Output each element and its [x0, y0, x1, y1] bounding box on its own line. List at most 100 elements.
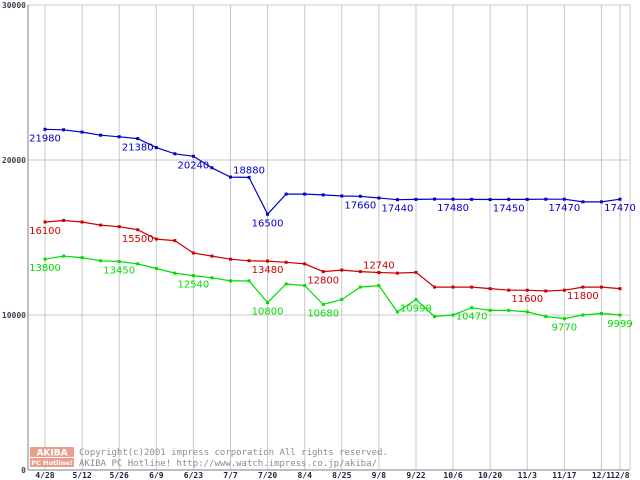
akiba-logo-top-text: AKIBA [36, 449, 67, 459]
data-point [80, 220, 84, 224]
data-point [321, 193, 325, 197]
data-point [99, 223, 103, 227]
data-label: 17440 [382, 204, 414, 215]
data-point [117, 135, 121, 139]
data-point [321, 270, 325, 274]
data-point [284, 192, 288, 196]
x-tick-label: 12/8 [610, 471, 629, 480]
data-label: 10680 [307, 308, 339, 319]
series-1 [43, 218, 622, 293]
data-label: 13480 [252, 265, 284, 276]
x-tick-label: 5/26 [110, 471, 129, 480]
data-label: 20240 [177, 160, 209, 171]
data-label: 11800 [567, 291, 599, 302]
data-label: 17660 [344, 200, 376, 211]
data-point [117, 225, 121, 229]
grid-layer [28, 4, 630, 471]
data-point [43, 220, 47, 224]
y-tick-label: 30000 [2, 1, 26, 10]
x-tick-label: 4/28 [35, 471, 54, 480]
x-tick-label: 7/20 [258, 471, 277, 480]
data-point [544, 315, 548, 319]
data-point [507, 197, 511, 201]
data-label: 16100 [29, 226, 61, 237]
data-label: 17470 [604, 203, 636, 214]
data-point [525, 310, 529, 314]
data-point [136, 137, 140, 141]
data-point [599, 200, 603, 204]
series-0 [43, 127, 622, 216]
data-label: 10800 [252, 307, 284, 318]
data-label: 10999 [400, 304, 432, 315]
x-tick-label: 6/23 [184, 471, 203, 480]
data-point [433, 197, 437, 201]
data-point [599, 311, 603, 315]
x-tick-label: 9/22 [406, 471, 425, 480]
data-point [470, 306, 474, 310]
data-label: 9770 [552, 323, 577, 334]
data-point [210, 254, 214, 258]
data-point [544, 289, 548, 293]
data-point [136, 228, 140, 232]
data-point [191, 154, 195, 158]
data-label: 21980 [29, 133, 61, 144]
data-point [228, 175, 232, 179]
data-point [599, 285, 603, 289]
x-tick-label: 9/8 [372, 471, 387, 480]
data-point [562, 317, 566, 321]
data-label: 16500 [252, 218, 284, 229]
data-point [414, 197, 418, 201]
data-point [80, 130, 84, 134]
data-point [321, 302, 325, 306]
data-point [377, 196, 381, 200]
y-tick-label: 10000 [2, 311, 26, 320]
data-point [191, 251, 195, 255]
data-point [358, 270, 362, 274]
data-point [154, 146, 158, 150]
data-point [62, 218, 66, 222]
data-label: 13800 [29, 263, 61, 274]
data-point [228, 279, 232, 283]
data-point [266, 212, 270, 216]
data-point [451, 313, 455, 317]
x-tick-label: 11/17 [552, 471, 576, 480]
y-tick-label: 20000 [2, 156, 26, 165]
x-tick-label: 8/4 [297, 471, 312, 480]
data-point [173, 152, 177, 156]
data-point [247, 279, 251, 283]
data-point [284, 260, 288, 264]
data-label: 10470 [456, 312, 488, 323]
data-point [507, 308, 511, 312]
data-point [303, 284, 307, 288]
akiba-logo-bottom-text: PC Hotline! [31, 459, 72, 467]
x-tick-label: 11/3 [518, 471, 537, 480]
data-point [377, 284, 381, 288]
akiba-logo-top-bg [30, 447, 74, 457]
data-point [99, 259, 103, 263]
data-point [99, 133, 103, 137]
data-point [358, 194, 362, 198]
data-point [581, 200, 585, 204]
x-tick-label: 12/1 [592, 471, 611, 480]
data-label: 9999 [607, 319, 632, 330]
series-line [44, 255, 621, 320]
data-label: 17450 [493, 203, 525, 214]
data-point [433, 285, 437, 289]
data-point [581, 285, 585, 289]
data-point [451, 197, 455, 201]
data-point [117, 260, 121, 264]
data-label: 21380 [122, 143, 154, 154]
data-point [358, 285, 362, 289]
data-point [488, 308, 492, 312]
x-tick-label: 7/7 [223, 471, 238, 480]
data-point [433, 315, 437, 319]
data-point [414, 298, 418, 302]
x-tick-label: 6/9 [149, 471, 164, 480]
data-point [507, 288, 511, 292]
data-label: 17470 [548, 203, 580, 214]
data-point [525, 197, 529, 201]
data-point [340, 268, 344, 272]
data-point [377, 271, 381, 275]
